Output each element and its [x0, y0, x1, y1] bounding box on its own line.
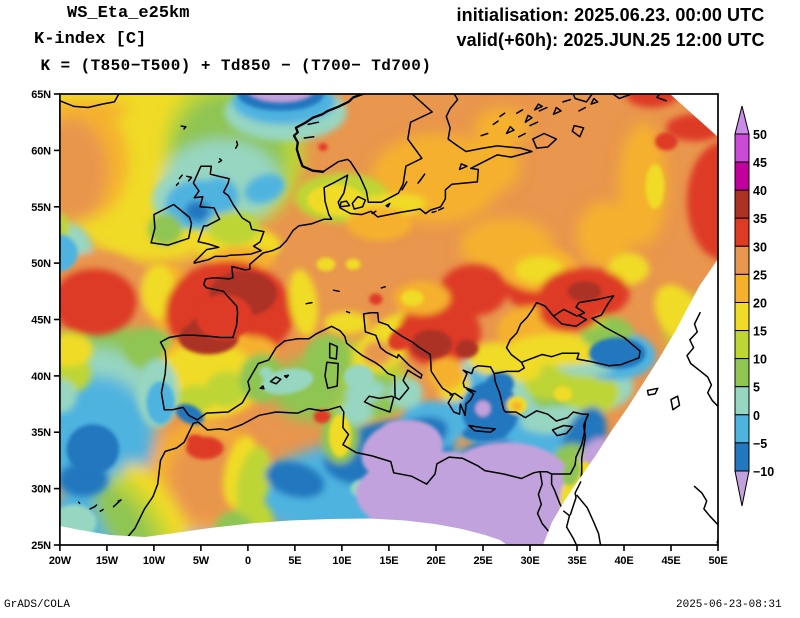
- svg-text:10W: 10W: [143, 555, 166, 567]
- svg-text:35: 35: [753, 212, 767, 226]
- svg-text:−5: −5: [753, 437, 767, 451]
- svg-text:20W: 20W: [49, 555, 72, 567]
- svg-text:45: 45: [753, 156, 767, 170]
- svg-text:25N: 25N: [31, 540, 51, 552]
- svg-text:0: 0: [245, 555, 251, 567]
- svg-text:−10: −10: [753, 465, 774, 479]
- svg-text:35E: 35E: [568, 555, 587, 567]
- svg-text:65N: 65N: [31, 89, 51, 101]
- svg-text:10: 10: [753, 353, 767, 367]
- svg-text:10E: 10E: [332, 555, 351, 567]
- svg-text:30E: 30E: [521, 555, 540, 567]
- svg-text:50E: 50E: [709, 555, 728, 567]
- svg-text:5W: 5W: [193, 555, 210, 567]
- svg-text:40E: 40E: [615, 555, 634, 567]
- svg-text:30: 30: [753, 240, 767, 254]
- svg-text:15W: 15W: [96, 555, 119, 567]
- svg-text:15: 15: [753, 325, 767, 339]
- svg-text:35N: 35N: [31, 427, 51, 439]
- svg-text:20: 20: [753, 297, 767, 311]
- svg-text:50: 50: [753, 128, 767, 142]
- svg-text:25E: 25E: [474, 555, 493, 567]
- svg-text:25: 25: [753, 268, 767, 282]
- svg-text:20E: 20E: [427, 555, 446, 567]
- svg-text:40N: 40N: [31, 371, 51, 383]
- svg-text:60N: 60N: [31, 145, 51, 157]
- svg-text:45N: 45N: [31, 315, 51, 327]
- svg-text:55N: 55N: [31, 202, 51, 214]
- svg-text:5E: 5E: [288, 555, 301, 567]
- svg-text:15E: 15E: [379, 555, 398, 567]
- svg-text:5: 5: [753, 381, 760, 395]
- svg-text:0: 0: [753, 409, 760, 423]
- svg-text:30N: 30N: [31, 484, 51, 496]
- svg-text:45E: 45E: [662, 555, 681, 567]
- svg-text:40: 40: [753, 184, 767, 198]
- svg-text:50N: 50N: [31, 258, 51, 270]
